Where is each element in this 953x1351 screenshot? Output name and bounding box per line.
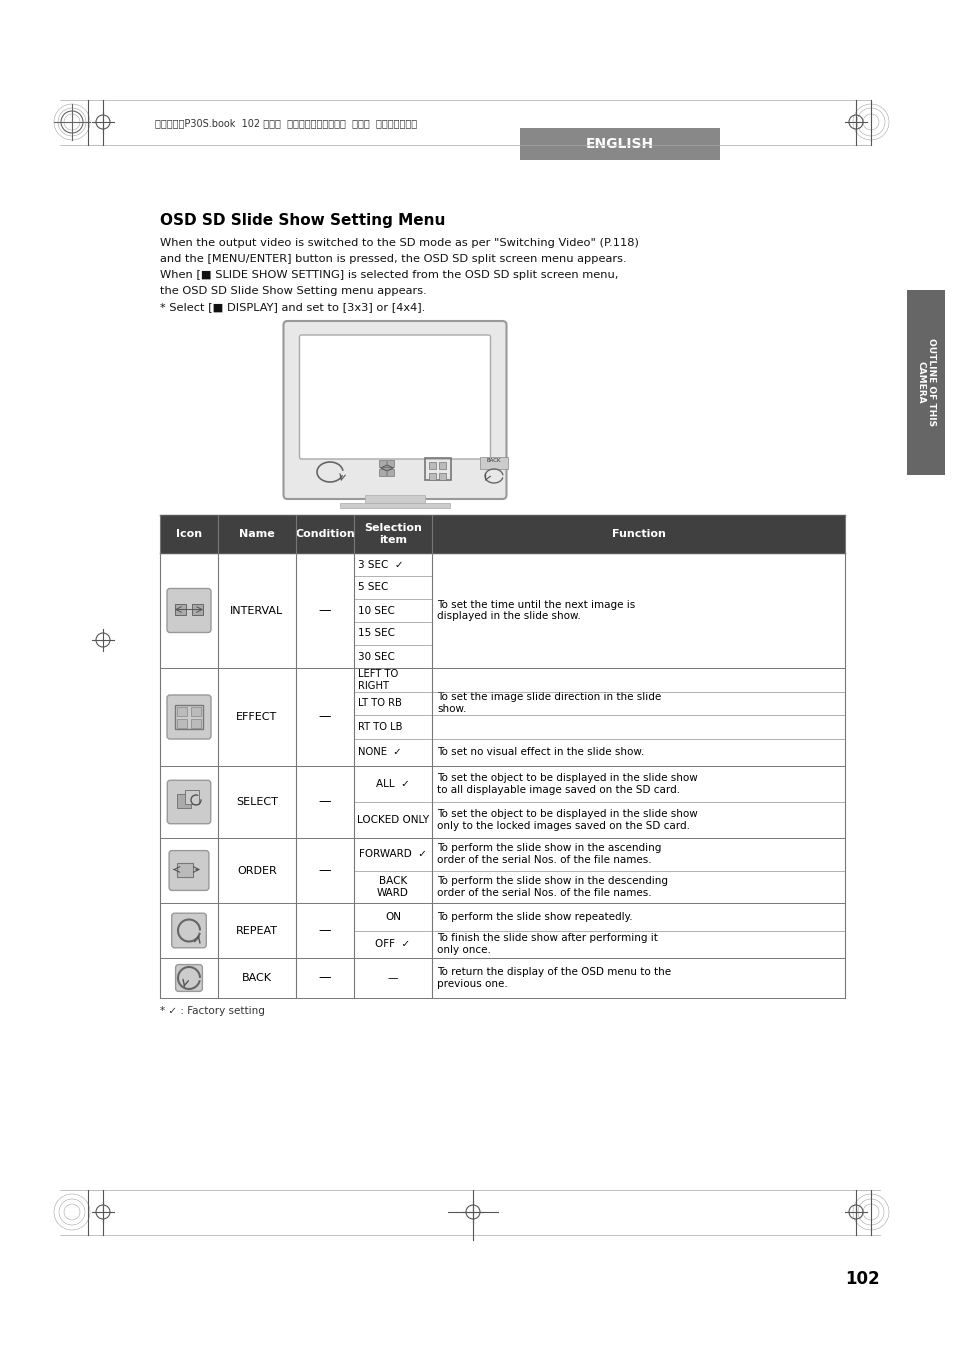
Text: Condition: Condition — [294, 530, 355, 539]
Bar — [160, 958, 844, 998]
Bar — [387, 459, 394, 467]
Text: —: — — [318, 711, 331, 724]
Bar — [160, 766, 844, 838]
Text: To set the image slide direction in the slide
show.: To set the image slide direction in the … — [436, 693, 660, 715]
Text: INTERVAL: INTERVAL — [230, 605, 283, 616]
Text: Function: Function — [611, 530, 665, 539]
Bar — [177, 719, 187, 728]
Text: and the [MENU/ENTER] button is pressed, the OSD SD split screen menu appears.: and the [MENU/ENTER] button is pressed, … — [160, 254, 626, 263]
FancyBboxPatch shape — [167, 589, 211, 632]
Text: 102: 102 — [844, 1270, 879, 1288]
Bar — [191, 707, 201, 716]
Text: To perform the slide show in the descending
order of the serial Nos. of the file: To perform the slide show in the descend… — [436, 875, 667, 897]
Text: BACK: BACK — [242, 973, 272, 984]
FancyBboxPatch shape — [167, 694, 211, 739]
Text: Name: Name — [239, 530, 274, 539]
Text: RT TO LB: RT TO LB — [357, 721, 402, 732]
Text: To perform the slide show in the ascending
order of the serial Nos. of the file : To perform the slide show in the ascendi… — [436, 843, 660, 865]
Text: —: — — [388, 973, 397, 984]
Text: REPEAT: REPEAT — [235, 925, 277, 935]
Bar — [387, 469, 394, 476]
FancyBboxPatch shape — [167, 781, 211, 824]
Text: SELECT: SELECT — [235, 797, 277, 807]
Text: LOCKED ONLY: LOCKED ONLY — [356, 815, 429, 825]
Bar — [174, 604, 186, 615]
Bar — [160, 553, 844, 667]
Text: OSD SD Slide Show Setting Menu: OSD SD Slide Show Setting Menu — [160, 213, 445, 228]
Text: —: — — [318, 865, 331, 877]
Text: —: — — [318, 796, 331, 808]
Text: To set the object to be displayed in the slide show
to all displayable image sav: To set the object to be displayed in the… — [436, 773, 697, 794]
Bar — [438, 462, 446, 469]
Bar — [378, 469, 386, 476]
Text: LEFT TO
RIGHT: LEFT TO RIGHT — [357, 669, 397, 690]
Text: To finish the slide show after performing it
only once.: To finish the slide show after performin… — [436, 934, 658, 955]
Text: 5 SEC: 5 SEC — [357, 582, 388, 593]
Text: When [■ SLIDE SHOW SETTING] is selected from the OSD SD split screen menu,: When [■ SLIDE SHOW SETTING] is selected … — [160, 270, 618, 280]
Bar — [429, 462, 436, 469]
Text: * Select [■ DISPLAY] and set to [3x3] or [4x4].: * Select [■ DISPLAY] and set to [3x3] or… — [160, 303, 425, 312]
Text: —: — — [318, 924, 331, 938]
Text: EFFECT: EFFECT — [236, 712, 277, 721]
Bar — [479, 457, 507, 469]
Bar — [378, 459, 386, 467]
Bar — [339, 503, 450, 508]
Text: —: — — [318, 971, 331, 985]
Bar — [438, 473, 446, 480]
Text: LT TO RB: LT TO RB — [357, 698, 401, 708]
Text: Icon: Icon — [175, 530, 202, 539]
Bar — [192, 604, 203, 615]
Bar — [365, 494, 424, 503]
Text: 3 SEC  ✓: 3 SEC ✓ — [357, 559, 403, 570]
Bar — [185, 790, 199, 804]
Bar — [174, 705, 203, 730]
Text: Selection
item: Selection item — [364, 523, 421, 544]
Text: To return the display of the OSD menu to the
previous one.: To return the display of the OSD menu to… — [436, 967, 670, 989]
FancyBboxPatch shape — [299, 335, 490, 459]
Text: To set the time until the next image is
displayed in the slide show.: To set the time until the next image is … — [436, 600, 635, 621]
Bar — [160, 515, 844, 553]
Bar — [177, 794, 191, 808]
Bar — [177, 862, 193, 877]
FancyBboxPatch shape — [175, 965, 202, 992]
Text: 10 SEC: 10 SEC — [357, 605, 395, 616]
Text: OUTLINE OF THIS
CAMERA: OUTLINE OF THIS CAMERA — [915, 338, 935, 426]
Text: OFF  ✓: OFF ✓ — [375, 939, 410, 950]
Text: NONE  ✓: NONE ✓ — [357, 747, 401, 758]
Text: ORDER: ORDER — [237, 866, 276, 875]
Text: BACK
WARD: BACK WARD — [376, 875, 409, 897]
Bar — [429, 473, 436, 480]
Text: ENGLISH: ENGLISH — [585, 136, 654, 151]
Bar — [160, 838, 844, 902]
Text: BACK: BACK — [486, 458, 500, 463]
Bar — [160, 667, 844, 766]
Text: 30 SEC: 30 SEC — [357, 651, 395, 662]
FancyBboxPatch shape — [283, 322, 506, 499]
Bar — [160, 902, 844, 958]
Bar — [906, 290, 944, 476]
Text: FORWARD  ✓: FORWARD ✓ — [358, 850, 427, 859]
Bar — [424, 458, 451, 480]
Text: To perform the slide show repeatedly.: To perform the slide show repeatedly. — [436, 912, 632, 921]
Text: —: — — [318, 604, 331, 617]
Text: * ✓ : Factory setting: * ✓ : Factory setting — [160, 1006, 265, 1016]
Bar — [519, 128, 720, 159]
Text: ON: ON — [385, 912, 400, 921]
Text: When the output video is switched to the SD mode as per "Switching Video" (P.118: When the output video is switched to the… — [160, 238, 639, 249]
Text: the OSD SD Slide Show Setting menu appears.: the OSD SD Slide Show Setting menu appea… — [160, 286, 426, 296]
Bar — [177, 707, 187, 716]
Text: To set no visual effect in the slide show.: To set no visual effect in the slide sho… — [436, 747, 643, 758]
Text: ALL  ✓: ALL ✓ — [375, 780, 410, 789]
Bar — [191, 719, 201, 728]
FancyBboxPatch shape — [169, 851, 209, 890]
FancyBboxPatch shape — [172, 913, 206, 948]
Text: To set the object to be displayed in the slide show
only to the locked images sa: To set the object to be displayed in the… — [436, 809, 697, 831]
Text: 15 SEC: 15 SEC — [357, 628, 395, 639]
Text: 書画カメラP30S.book  102 ページ  ２００８年１月２４日  木曜日  午後６時３８分: 書画カメラP30S.book 102 ページ ２００８年１月２４日 木曜日 午後… — [154, 118, 416, 128]
